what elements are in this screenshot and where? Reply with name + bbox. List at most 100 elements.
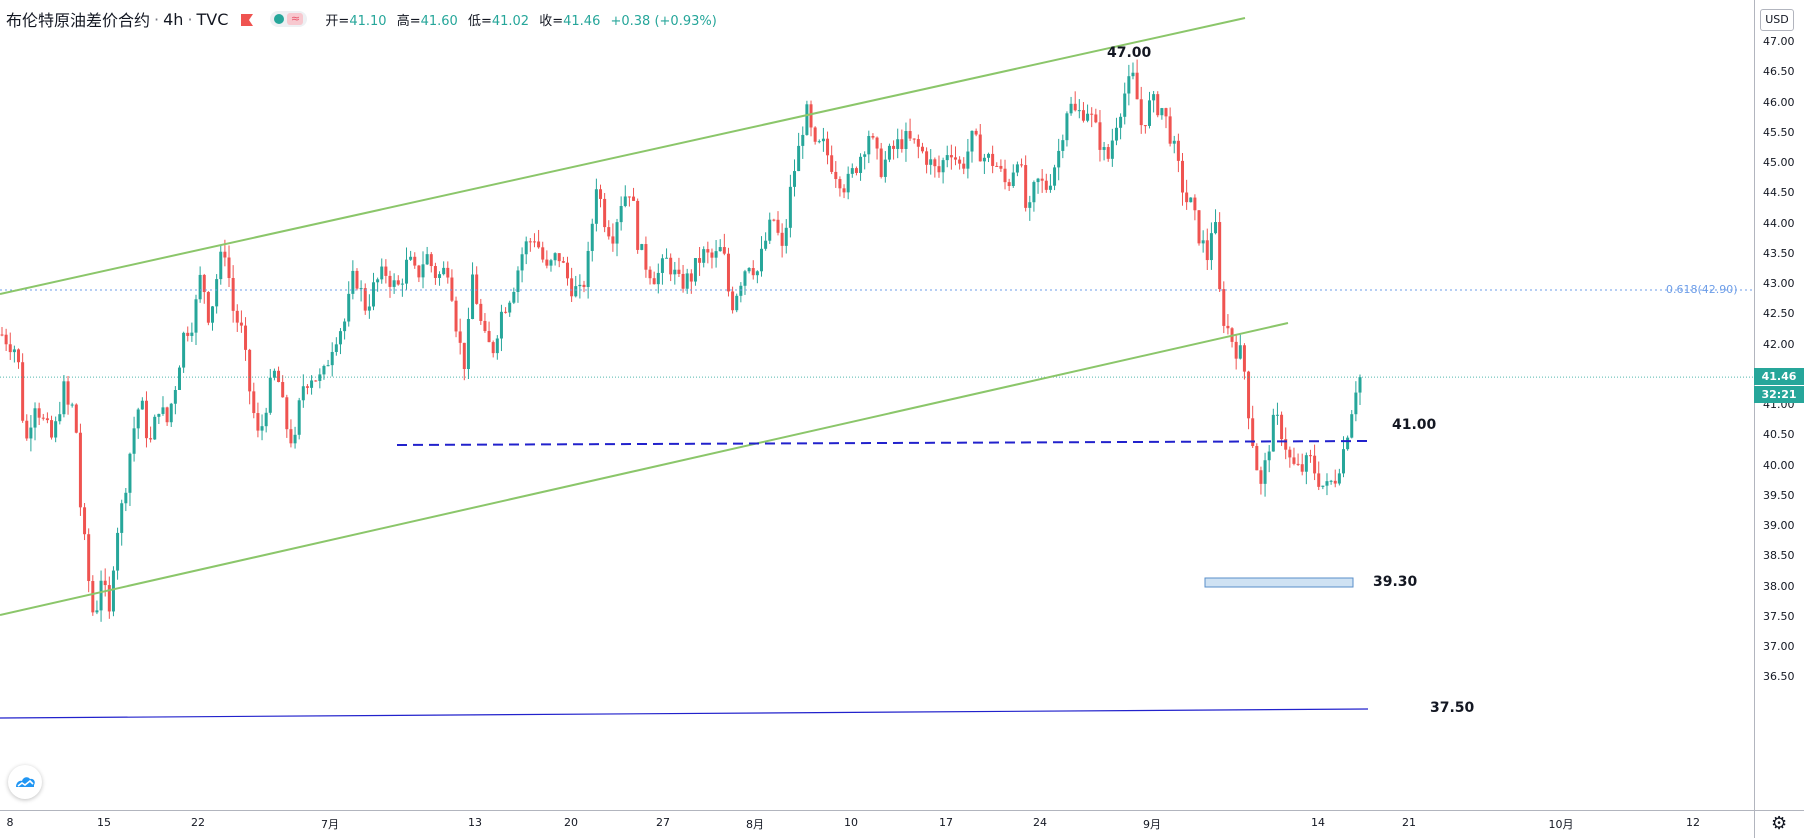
candle-body	[1267, 451, 1271, 461]
candle-body	[1044, 180, 1048, 190]
candle-body	[338, 331, 342, 345]
price-axis-tick: 37.50	[1763, 609, 1795, 623]
candle-body	[8, 344, 12, 353]
candle-body	[925, 151, 929, 165]
candle-body	[54, 421, 58, 438]
candle-body	[169, 403, 173, 423]
chart-legend: 布伦特原油差价合约 · 4h · TVC ≈ 开=41.10 高=41.60 低…	[6, 8, 717, 31]
time-axis-tick: 15	[97, 816, 111, 829]
market-status-pill[interactable]: ≈	[270, 11, 308, 27]
resistance-level-label: 41.00	[1392, 417, 1437, 433]
candle-body	[442, 267, 446, 275]
candle-body	[1065, 113, 1069, 141]
gear-icon[interactable]: ⚙	[1771, 813, 1788, 834]
candle-body	[801, 134, 805, 146]
candle-body	[648, 269, 652, 279]
source-label: TVC	[196, 9, 229, 29]
interval-label[interactable]: 4h	[163, 9, 184, 29]
time-axis-tick: 10	[844, 816, 858, 829]
drawings[interactable]	[0, 17, 1754, 719]
candle-body	[260, 426, 264, 431]
candle-body	[330, 351, 334, 366]
candle-body	[520, 254, 524, 271]
candle-body	[681, 273, 685, 289]
candle-body	[1172, 140, 1176, 144]
candle-body	[594, 189, 598, 224]
currency-button[interactable]: USD	[1760, 9, 1794, 31]
candle-body	[186, 332, 190, 336]
candle-body	[859, 156, 863, 173]
high-value: 41.60	[420, 13, 458, 29]
candle-body	[248, 349, 252, 392]
price-axis-tick: 39.50	[1763, 488, 1795, 502]
candle-body	[966, 151, 970, 169]
candle-body	[850, 168, 854, 174]
candle-body	[747, 268, 751, 272]
candle-body	[4, 334, 8, 345]
flag-icon[interactable]	[240, 12, 256, 26]
candle-body	[772, 219, 776, 221]
candle-body	[586, 250, 590, 288]
candle-body	[380, 266, 384, 280]
candle-body	[640, 244, 644, 250]
candle-body	[17, 349, 21, 363]
candle-body	[326, 365, 330, 367]
candle-body	[557, 253, 561, 262]
time-axis-tick: 9月	[1143, 818, 1161, 831]
candle-body	[87, 534, 91, 582]
channel-upper-line	[0, 17, 1246, 295]
candle-body	[116, 532, 120, 571]
candle-body	[669, 257, 673, 275]
candle-body	[1259, 470, 1263, 484]
candle-body	[821, 138, 825, 142]
candle-body	[842, 188, 846, 193]
candle-body	[483, 320, 487, 332]
candle-body	[636, 200, 640, 250]
candle-body	[376, 279, 380, 283]
time-axis-tick: 14	[1311, 816, 1325, 829]
time-axis-tick: 8	[6, 816, 14, 829]
candle-body	[912, 138, 916, 140]
candle-body	[714, 251, 718, 258]
candle-body	[665, 257, 669, 259]
candle-body	[363, 288, 367, 311]
price-axis-tick: 44.50	[1763, 186, 1795, 200]
price-axis-tick: 39.00	[1763, 519, 1795, 532]
candle-body	[524, 241, 528, 255]
candle-body	[429, 254, 433, 267]
price-chart[interactable]	[0, 0, 1754, 810]
candle-body	[698, 258, 702, 263]
candle-body	[293, 434, 297, 444]
candle-body	[384, 266, 388, 276]
candle-body	[553, 253, 557, 261]
candle-body	[532, 241, 536, 243]
candle-body	[388, 275, 392, 287]
candle-body	[508, 302, 512, 313]
tradingview-logo-icon[interactable]	[8, 765, 42, 799]
candle-body	[867, 136, 871, 155]
candle-body	[1189, 197, 1193, 203]
chart-plot-area[interactable]	[0, 0, 1754, 810]
price-axis-tick: 43.50	[1763, 246, 1795, 260]
price-axis-tick: 42.50	[1763, 307, 1795, 321]
candle-body	[652, 278, 656, 285]
candle-body	[1015, 164, 1019, 173]
candle-body	[1238, 345, 1242, 359]
time-axis[interactable]	[0, 810, 1754, 838]
candle-body	[892, 145, 896, 149]
candle-body	[953, 157, 957, 160]
price-axis[interactable]	[1754, 0, 1804, 810]
candle-body	[1048, 185, 1052, 190]
candle-body	[347, 293, 351, 322]
candle-body	[74, 404, 78, 433]
candle-body	[826, 138, 830, 156]
candle-body	[58, 414, 62, 422]
candle-body	[454, 300, 458, 332]
symbol-name[interactable]: 布伦特原油差价合约	[6, 11, 151, 30]
candle-body	[227, 257, 231, 278]
candle-body	[107, 585, 111, 612]
channel-lower-line	[0, 322, 1289, 616]
candle-body	[834, 171, 838, 180]
candle-body	[45, 418, 49, 421]
candle-body	[999, 165, 1003, 169]
